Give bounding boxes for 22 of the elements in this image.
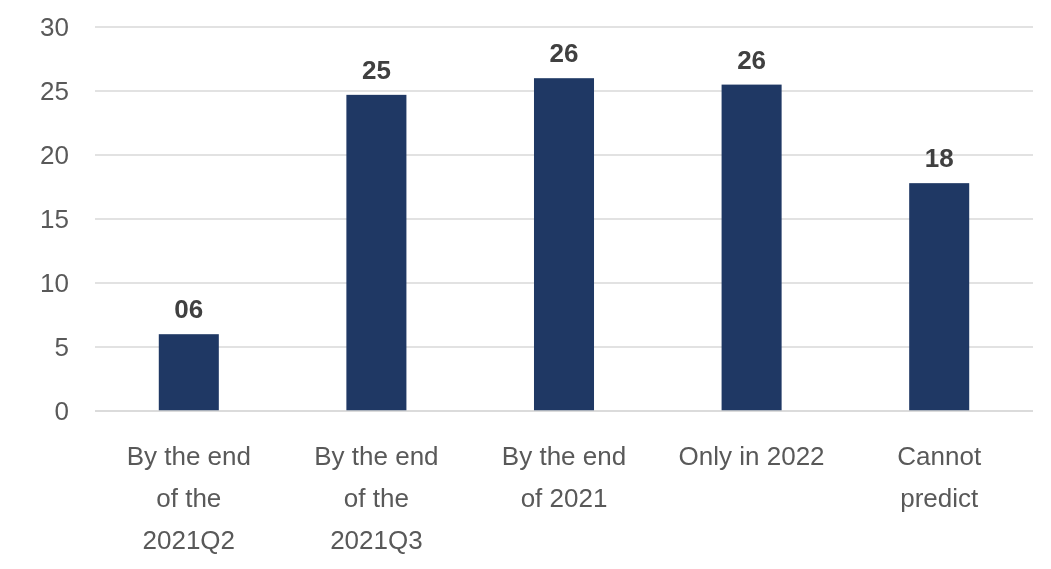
- data-label: 26: [549, 38, 579, 69]
- y-tick-label: 15: [40, 204, 69, 235]
- bar: [346, 94, 407, 411]
- y-tick-label: 0: [54, 396, 69, 427]
- x-tick-label: By the end of the 2021Q3: [314, 441, 439, 555]
- bar: [721, 84, 782, 411]
- y-tick-label: 20: [40, 140, 69, 171]
- bar: [533, 78, 595, 411]
- y-tick-label: 5: [54, 332, 69, 363]
- y-tick-label: 30: [40, 12, 69, 43]
- bar: [158, 334, 219, 411]
- data-label: 06: [174, 294, 204, 325]
- data-label: 18: [924, 143, 954, 174]
- x-tick-label: By the end of 2021: [501, 441, 627, 513]
- data-label: 26: [737, 44, 767, 75]
- x-tick-label: Cannot predict: [897, 441, 982, 513]
- data-label: 25: [361, 54, 391, 85]
- x-tick-label: By the end of the 2021Q2: [126, 441, 251, 555]
- bar: [909, 183, 970, 411]
- y-tick-label: 10: [40, 268, 69, 299]
- x-tick-label: Only in 2022: [678, 441, 825, 471]
- y-tick-label: 25: [40, 76, 69, 107]
